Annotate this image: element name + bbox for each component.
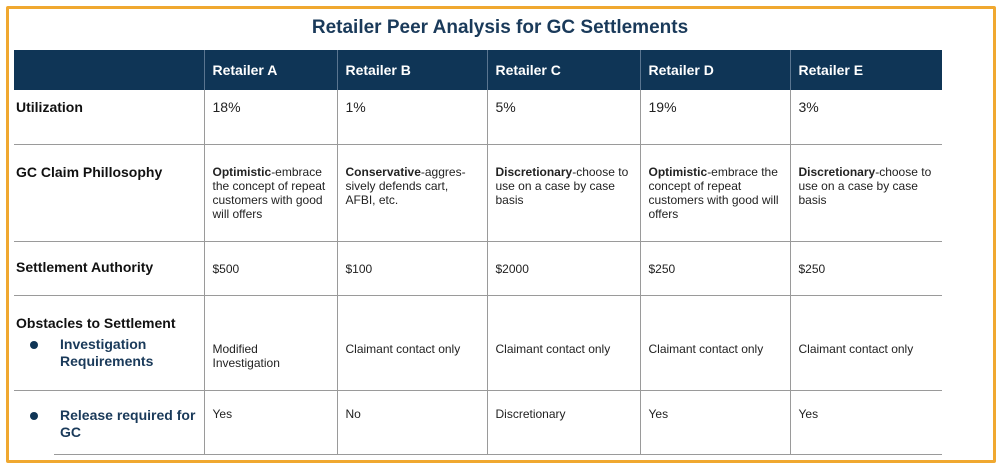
table-cell: Claimant contact only [336,295,487,391]
sub-label: Release required for GC [60,407,196,440]
table-cell: Yes [639,390,790,455]
table-cell: Discretionary-choose to use on a case by… [486,144,640,242]
table-row-release: Release required for GC Yes No Discretio… [14,390,942,455]
bullet-icon [30,412,38,420]
table-cell: 19% [639,90,790,145]
row-label: GC Claim Phillosophy [14,144,204,242]
cell-bold: Optimistic [212,165,272,179]
table-cell: No [336,390,487,455]
cell-bold: Optimistic [648,165,708,179]
table-cell: $2000 [486,241,640,296]
cell-text: -embrace the concept of repeat customers… [648,165,779,221]
table-cell: $100 [336,241,487,296]
table-row-authority: Settlement Authority $500 $100 $2000 $25… [14,241,942,296]
header-row: Retailer A Retailer B Retailer C Retaile… [14,50,942,90]
table-cell: 5% [486,90,640,145]
header-retailer-c: Retailer C [486,50,640,90]
row-label: Utilization [14,90,204,145]
table-cell: Optimistic-embrace the concept of repeat… [203,144,337,242]
table-cell: Discretionary [486,390,640,455]
slide-frame [6,6,996,463]
cell-text: -choose to use on a case by case basis [798,165,932,207]
table-cell: $500 [203,241,337,296]
obstacles-heading: Obstacles to Settlement [16,315,176,331]
table-cell: 1% [336,90,487,145]
sub-label: Investigation Requirements [60,336,154,369]
cell-bold: Conservative [345,165,421,179]
table-row-philosophy: GC Claim Phillosophy Optimistic-embrace … [14,144,942,242]
cell-bold: Discretionary [495,165,573,179]
bullet-icon [30,341,38,349]
header-retailer-d: Retailer D [639,50,790,90]
table-cell: Claimant contact only [639,295,790,391]
row-label: Settlement Authority [14,241,204,296]
table-cell: $250 [639,241,790,296]
table-cell: Modified Investigation [203,295,337,391]
row-label: Obstacles to Settlement Investigation Re… [14,295,204,391]
table-cell: 3% [789,90,942,145]
row-label: Release required for GC [14,391,204,455]
table-cell: Optimistic-embrace the concept of repeat… [639,144,790,242]
table-cell: 18% [203,90,337,145]
header-blank [14,50,204,90]
header-retailer-a: Retailer A [203,50,337,90]
table-cell: Claimant contact only [486,295,640,391]
header-retailer-b: Retailer B [336,50,487,90]
cell-text: -choose to use on a case by case basis [495,165,629,207]
table-row-investigation: Obstacles to Settlement Investigation Re… [14,295,942,391]
page-title: Retailer Peer Analysis for GC Settlement… [311,17,689,38]
table-cell: Discretionary-choose to use on a case by… [789,144,942,242]
table-cell: Yes [203,390,337,455]
cell-bold: Discretionary [798,165,876,179]
table-cell: Conservative-aggres-sively defends cart,… [336,144,487,242]
peer-analysis-table: Retailer A Retailer B Retailer C Retaile… [14,50,942,455]
table-row-utilization: Utilization 18% 1% 5% 19% 3% [14,90,942,145]
table-cell: $250 [789,241,942,296]
cell-text: -embrace the concept of repeat customers… [212,165,326,221]
cell-text: -aggres-sively defends cart, AFBI, etc. [345,165,466,207]
header-retailer-e: Retailer E [789,50,942,90]
table-cell: Claimant contact only [789,295,942,391]
table-cell: Yes [789,390,942,455]
